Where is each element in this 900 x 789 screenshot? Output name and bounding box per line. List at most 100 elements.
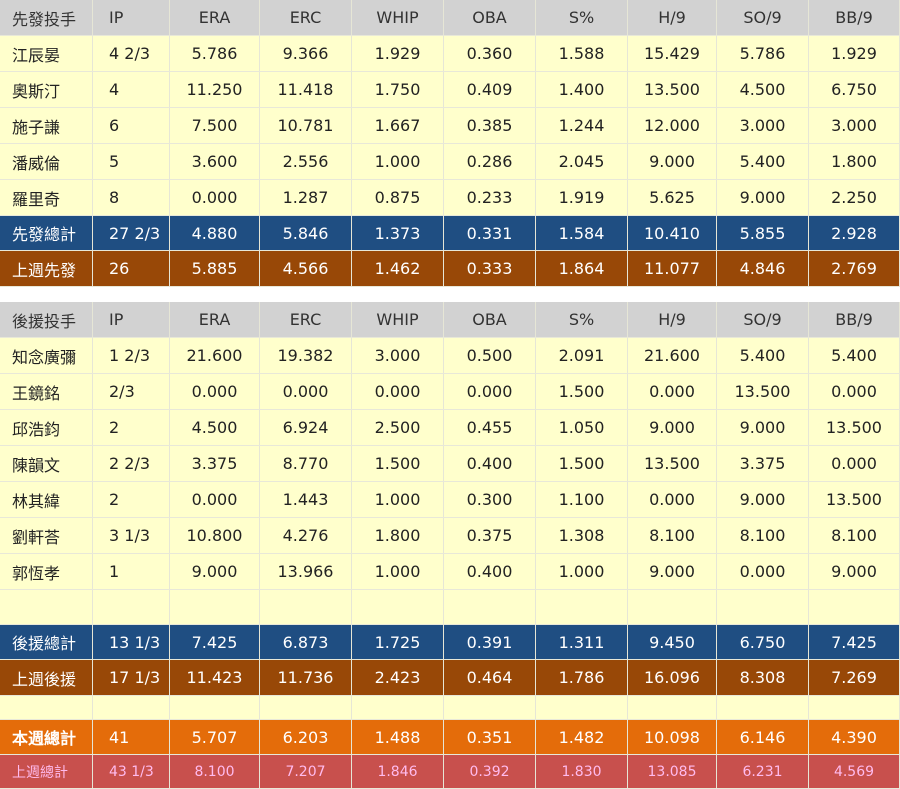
- cell: 2 2/3: [93, 446, 170, 481]
- cell: 0.385: [444, 108, 536, 143]
- cell: 1.000: [352, 144, 444, 179]
- cell: 8.100: [170, 755, 260, 788]
- cell: 10.098: [628, 720, 717, 754]
- cell: 0.000: [170, 374, 260, 409]
- data-row: 陳韻文 2 2/3 3.375 8.770 1.500 0.400 1.500 13.500 3…: [0, 446, 900, 482]
- cell: SO/9: [717, 0, 809, 35]
- cell: 6: [93, 108, 170, 143]
- cell: 4: [93, 72, 170, 107]
- cell: 2.423: [352, 660, 444, 695]
- cell: BB/9: [809, 302, 900, 337]
- cell: 4.569: [809, 755, 900, 788]
- cell: 12.000: [628, 108, 717, 143]
- cell: 11.418: [260, 72, 352, 107]
- cell: 0.500: [444, 338, 536, 373]
- cell: 1: [93, 554, 170, 589]
- cell: IP: [93, 302, 170, 337]
- data-row: 劉軒荅 3 1/3 10.800 4.276 1.800 0.375 1.308 8.100 8…: [0, 518, 900, 554]
- cell: 2.928: [809, 216, 900, 250]
- cell: 1.443: [260, 482, 352, 517]
- cell: 5.786: [170, 36, 260, 71]
- cell: 13.500: [717, 374, 809, 409]
- cell: 6.146: [717, 720, 809, 754]
- cell: 1.667: [352, 108, 444, 143]
- cell: 7.500: [170, 108, 260, 143]
- cell: 13.500: [628, 72, 717, 107]
- cell: 13.500: [809, 482, 900, 517]
- cell: 1.584: [536, 216, 628, 250]
- cell: 4 2/3: [93, 36, 170, 71]
- cell: 6.231: [717, 755, 809, 788]
- cell: 9.366: [260, 36, 352, 71]
- cell: 0.375: [444, 518, 536, 553]
- cell: 11.250: [170, 72, 260, 107]
- cell: 11.077: [628, 251, 717, 286]
- cell: 0.000: [717, 554, 809, 589]
- cell: 8: [93, 180, 170, 215]
- cell: 6.924: [260, 410, 352, 445]
- cell: [717, 696, 809, 719]
- cell: 10.800: [170, 518, 260, 553]
- cell: 4.276: [260, 518, 352, 553]
- cell: 9.000: [717, 180, 809, 215]
- header-row: 先發投手 IP ERA ERC WHIP OBA S% H/9 SO/9 BB/9: [0, 0, 900, 36]
- cell: 4.846: [717, 251, 809, 286]
- last-row: 上週後援 17 1/3 11.423 11.736 2.423 0.464 1.786 16.…: [0, 660, 900, 696]
- header-row: 後援投手 IP ERA ERC WHIP OBA S% H/9 SO/9 BB/9: [0, 302, 900, 338]
- cell: 1.800: [809, 144, 900, 179]
- cell: [628, 590, 717, 624]
- cell: 13 1/3: [93, 625, 170, 659]
- cell: OBA: [444, 302, 536, 337]
- cell: 2.500: [352, 410, 444, 445]
- cell: 11.423: [170, 660, 260, 695]
- cell: 後援投手: [0, 302, 93, 337]
- cell: 0.400: [444, 446, 536, 481]
- cell: 奧斯汀: [0, 72, 93, 107]
- cell: [170, 696, 260, 719]
- cell: IP: [93, 0, 170, 35]
- cell: H/9: [628, 302, 717, 337]
- cell: 13.500: [809, 410, 900, 445]
- cell: 4.500: [170, 410, 260, 445]
- cell: 5.400: [717, 144, 809, 179]
- cell: 1.482: [536, 720, 628, 754]
- data-row: 江辰晏 4 2/3 5.786 9.366 1.929 0.360 1.588 15.429 5…: [0, 36, 900, 72]
- cell: 羅里奇: [0, 180, 93, 215]
- cell: 0.391: [444, 625, 536, 659]
- cell: 1 2/3: [93, 338, 170, 373]
- cell: [260, 696, 352, 719]
- cell: 7.207: [260, 755, 352, 788]
- cell: 5.400: [717, 338, 809, 373]
- cell: 4.500: [717, 72, 809, 107]
- cell: 上週先發: [0, 251, 93, 286]
- cell: 10.410: [628, 216, 717, 250]
- cell: 2.045: [536, 144, 628, 179]
- cell: 7.425: [170, 625, 260, 659]
- cell: 10.781: [260, 108, 352, 143]
- cell: 潘威倫: [0, 144, 93, 179]
- empty-row: [0, 590, 900, 625]
- cell: H/9: [628, 0, 717, 35]
- cell: [444, 696, 536, 719]
- cell: 1.500: [536, 374, 628, 409]
- cell: 1.929: [352, 36, 444, 71]
- cell: 3.000: [809, 108, 900, 143]
- cell: 0.000: [628, 482, 717, 517]
- cell: 13.966: [260, 554, 352, 589]
- cell: [93, 590, 170, 624]
- cell: 3.000: [717, 108, 809, 143]
- cell: 0.351: [444, 720, 536, 754]
- cell: 8.770: [260, 446, 352, 481]
- cell: 5.885: [170, 251, 260, 286]
- cell: 9.000: [628, 554, 717, 589]
- cell: 5.855: [717, 216, 809, 250]
- cell: 0.000: [809, 446, 900, 481]
- cell: 17 1/3: [93, 660, 170, 695]
- cell: 4.566: [260, 251, 352, 286]
- cell: 1.800: [352, 518, 444, 553]
- data-row: 奧斯汀 4 11.250 11.418 1.750 0.409 1.400 13.500 4.5…: [0, 72, 900, 108]
- cell: 1.919: [536, 180, 628, 215]
- cell: 9.000: [809, 554, 900, 589]
- cell: 林其緯: [0, 482, 93, 517]
